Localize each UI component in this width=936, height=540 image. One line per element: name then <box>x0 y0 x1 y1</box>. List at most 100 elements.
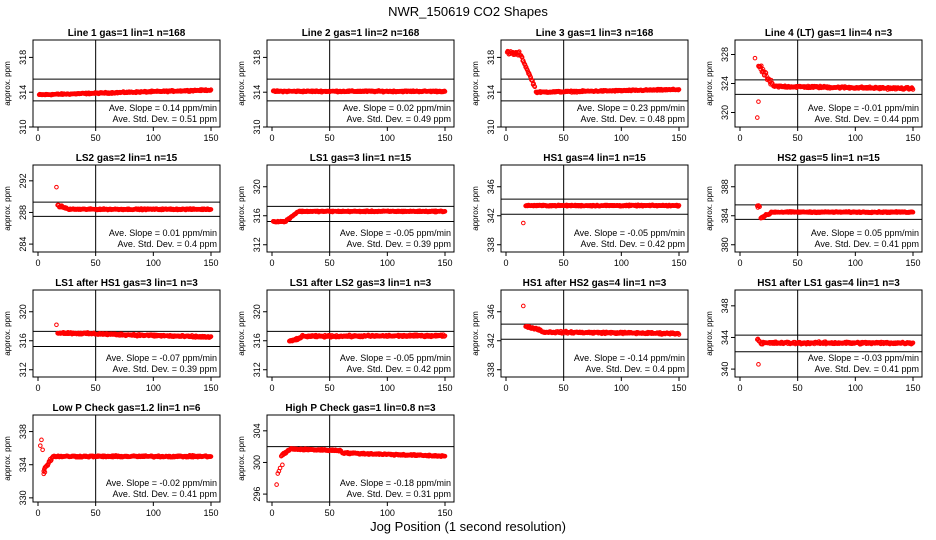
figure-title: NWR_150619 CO2 Shapes <box>388 4 548 19</box>
x-tick-label: 0 <box>737 383 742 393</box>
data-points <box>752 55 916 120</box>
x-tick-label: 50 <box>325 258 335 268</box>
y-tick-label: 342 <box>486 333 496 348</box>
y-tick-label: 320 <box>252 179 262 194</box>
stats-annotation: Ave. Std. Dev. = 0.41 ppm <box>815 239 919 249</box>
y-tick-label: 348 <box>720 298 730 313</box>
x-tick-label: 100 <box>380 383 395 393</box>
x-tick-label: 100 <box>146 383 161 393</box>
panel-3: Line 3 gas=1 lin=3 n=168 approx. ppm 310 31… <box>471 28 689 143</box>
y-tick-label: 344 <box>720 330 730 345</box>
y-tick-label: 320 <box>720 105 730 120</box>
stats-annotation: Ave. Slope = -0.14 ppm/min <box>574 353 685 363</box>
plot-frame <box>500 289 689 378</box>
y-tick-label: 314 <box>252 85 262 100</box>
y-tick-label: 312 <box>18 362 28 377</box>
y-tick-label: 320 <box>252 304 262 319</box>
stats-annotation: Ave. Slope = -0.05 ppm/min <box>340 228 451 238</box>
data-points <box>521 303 682 337</box>
x-tick-label: 50 <box>793 133 803 143</box>
data-point <box>752 55 758 61</box>
panel-9: LS1 after HS1 gas=3 lin=1 n=3 approx. ppm… <box>3 278 221 393</box>
y-tick-label: 316 <box>18 333 28 348</box>
y-tick-label: 380 <box>720 237 730 252</box>
x-tick-label: 50 <box>793 258 803 268</box>
stats-annotation: Ave. Slope = -0.01 ppm/min <box>808 103 919 113</box>
data-point <box>532 84 538 90</box>
data-points <box>36 87 214 98</box>
x-tick-label: 0 <box>503 258 508 268</box>
y-tick-label: 328 <box>720 47 730 62</box>
y-tick-label: 300 <box>252 455 262 470</box>
stats-annotation: Ave. Std. Dev. = 0.39 ppm <box>113 364 217 374</box>
x-tick-label: 150 <box>671 383 686 393</box>
data-point <box>208 334 214 339</box>
y-tick-label: 314 <box>486 85 496 100</box>
data-point <box>54 322 59 328</box>
panel-title: Line 2 gas=1 lin=2 n=168 <box>302 28 420 39</box>
y-tick-label: 342 <box>486 208 496 223</box>
data-point <box>757 204 762 209</box>
data-points <box>521 202 682 226</box>
x-tick-label: 100 <box>380 133 395 143</box>
y-axis-label: approx. ppm <box>3 436 12 481</box>
y-axis-label: approx. ppm <box>237 436 246 481</box>
y-axis-label: approx. ppm <box>705 61 714 106</box>
panel-title: LS2 gas=2 lin=1 n=15 <box>76 153 178 164</box>
panel-title: Line 1 gas=1 lin=1 n=168 <box>68 28 186 39</box>
y-axis-label: approx. ppm <box>237 61 246 106</box>
stats-annotation: Ave. Slope = -0.07 ppm/min <box>106 353 217 363</box>
y-tick-label: 330 <box>18 490 28 505</box>
panel-6: LS1 gas=3 lin=1 n=15 approx. ppm 312 316 320… <box>237 153 455 268</box>
data-point <box>676 203 682 208</box>
panel-title: Line 3 gas=1 lin=3 n=168 <box>536 28 654 39</box>
data-point <box>521 220 526 226</box>
data-point <box>208 207 214 212</box>
panel-title: Line 4 (LT) gas=1 lin=4 n=3 <box>765 28 893 39</box>
x-tick-label: 150 <box>905 258 920 268</box>
y-axis-label: approx. ppm <box>3 311 12 356</box>
x-tick-label: 50 <box>559 133 569 143</box>
data-point <box>755 115 760 120</box>
data-point <box>208 87 214 93</box>
y-tick-label: 318 <box>252 50 262 65</box>
figure-xlabel: Jog Position (1 second resolution) <box>370 519 566 534</box>
plot-frame <box>734 289 923 378</box>
data-point <box>442 209 448 214</box>
y-axis-label: approx. ppm <box>471 186 480 231</box>
x-tick-label: 150 <box>203 258 218 268</box>
x-tick-label: 150 <box>671 133 686 143</box>
plot-frame <box>266 164 455 253</box>
data-point <box>756 99 761 104</box>
panel-title: HS2 gas=5 lin=1 n=15 <box>777 153 880 164</box>
stats-annotation: Ave. Std. Dev. = 0.31 ppm <box>347 489 451 499</box>
x-tick-label: 0 <box>737 133 742 143</box>
x-tick-label: 100 <box>146 258 161 268</box>
panel-12: HS1 after LS1 gas=4 lin=1 n=3 approx. ppm… <box>705 278 923 393</box>
panel-title: High P Check gas=1 lin=0.8 n=3 <box>285 403 436 414</box>
panel-title: LS1 gas=3 lin=1 n=15 <box>310 153 412 164</box>
x-tick-label: 0 <box>269 383 274 393</box>
y-tick-label: 316 <box>252 208 262 223</box>
panel-4: Line 4 (LT) gas=1 lin=4 n=3 approx. ppm 32… <box>705 28 923 143</box>
stats-annotation: Ave. Slope = 0.14 ppm/min <box>109 103 217 113</box>
x-tick-label: 0 <box>269 258 274 268</box>
data-points <box>755 336 916 367</box>
data-points <box>504 48 682 96</box>
data-points <box>54 322 214 340</box>
stats-annotation: Ave. Slope = 0.23 ppm/min <box>577 103 685 113</box>
data-point <box>910 209 916 215</box>
y-tick-label: 324 <box>720 76 730 91</box>
stats-annotation: Ave. Std. Dev. = 0.51 ppm <box>113 114 217 124</box>
panel-title: LS1 after HS1 gas=3 lin=1 n=3 <box>55 278 198 289</box>
x-tick-label: 150 <box>437 383 452 393</box>
x-tick-label: 0 <box>35 508 40 518</box>
y-tick-label: 320 <box>18 304 28 319</box>
y-axis-label: approx. ppm <box>3 61 12 106</box>
y-axis-label: approx. ppm <box>705 186 714 231</box>
data-point <box>39 437 44 443</box>
x-tick-label: 50 <box>325 133 335 143</box>
x-tick-label: 50 <box>325 508 335 518</box>
data-point <box>676 87 682 92</box>
